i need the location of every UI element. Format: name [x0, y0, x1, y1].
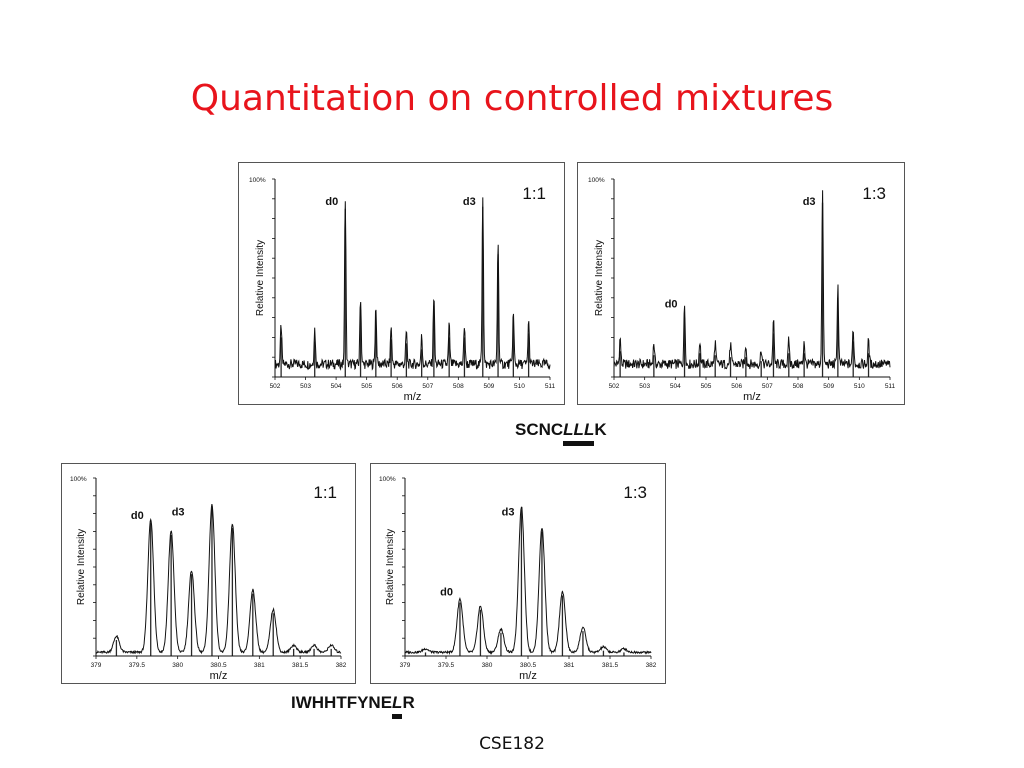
x-tick-label: 381.5	[292, 662, 309, 669]
ratio-label: 1:3	[623, 483, 647, 502]
peak-label: d3	[803, 196, 816, 208]
peptide-segment: K	[594, 420, 607, 439]
x-tick-label: 509	[483, 383, 494, 390]
spectrum-chart-2: 100% Relative Intensity 502 503 504 505 506 507…	[588, 177, 896, 403]
peptide-segment: LLL	[563, 420, 595, 446]
spectrum-chart-3: 100% Relative Intensity 379 379.5 380 380.5 38…	[70, 476, 347, 682]
peak-label: d0	[325, 196, 338, 208]
x-tick-label: 507	[762, 383, 773, 390]
x-tick-label: 379	[400, 662, 411, 669]
x-tick-label: 380.5	[520, 662, 537, 669]
x-tick-label: 511	[545, 383, 556, 390]
spectrum-chart-4: 100% Relative Intensity 379 379.5 380 380.5 38…	[379, 476, 657, 682]
x-tick-label: 510	[854, 383, 865, 390]
x-tick-label: 380	[172, 662, 183, 669]
y-axis-label: Relative Intensity	[385, 529, 396, 605]
peak-label: d3	[502, 507, 515, 519]
x-tick-label: 381	[564, 662, 575, 669]
x-tick-label: 502	[270, 383, 281, 390]
x-tick-label: 382	[336, 662, 347, 669]
peak-label: d0	[665, 299, 678, 311]
y-top-label: 100%	[588, 177, 605, 184]
x-tick-label: 508	[453, 383, 464, 390]
peptide-segment: R	[402, 693, 415, 712]
x-axis-label: m/z	[210, 670, 228, 682]
ratio-label: 1:1	[522, 184, 546, 203]
x-tick-label: 379	[91, 662, 102, 669]
x-tick-label: 380	[482, 662, 493, 669]
x-tick-label: 506	[731, 383, 742, 390]
peak-label: d0	[131, 510, 144, 522]
x-tick-label: 504	[331, 383, 342, 390]
spectrum-panel-1: 100% Relative Intensity 502 503 504 505 506 507…	[238, 162, 565, 405]
spectrum-panel-4: 100% Relative Intensity 379 379.5 380 380.5 38…	[370, 463, 666, 684]
x-tick-label: 381.5	[602, 662, 619, 669]
spectrum-trace	[95, 504, 342, 655]
spectrum-trace	[613, 190, 891, 370]
y-axis-label: Relative Intensity	[594, 240, 605, 316]
x-tick-label: 503	[300, 383, 311, 390]
peak-label: d0	[440, 587, 453, 599]
spectrum-panel-2: 100% Relative Intensity 502 503 504 505 506 507…	[577, 162, 905, 405]
spectrum-trace	[404, 506, 652, 656]
x-tick-label: 379.5	[129, 662, 146, 669]
y-axis-label: Relative Intensity	[76, 529, 87, 605]
x-tick-label: 379.5	[438, 662, 455, 669]
x-tick-label: 507	[422, 383, 433, 390]
slide-footer: CSE182	[479, 734, 545, 754]
x-tick-label: 509	[823, 383, 834, 390]
slide-title: Quantitation on controlled mixtures	[190, 78, 834, 119]
peak-label: d3	[463, 196, 476, 208]
x-tick-label: 502	[609, 383, 620, 390]
peptide-segment: SCNC	[515, 420, 564, 439]
x-tick-label: 506	[392, 383, 403, 390]
x-tick-label: 511	[885, 383, 896, 390]
x-tick-label: 505	[701, 383, 712, 390]
x-axis-label: m/z	[404, 391, 422, 403]
x-axis-label: m/z	[519, 670, 537, 682]
peptide-segment: IWHHTFYNE	[291, 693, 393, 712]
x-tick-label: 382	[646, 662, 657, 669]
peak-label: d3	[172, 507, 185, 519]
y-top-label: 100%	[249, 177, 266, 184]
y-axis-label: Relative Intensity	[255, 240, 266, 316]
x-tick-label: 381	[254, 662, 265, 669]
y-top-label: 100%	[379, 476, 396, 483]
peptide-label-2: IWHHTFYNELR	[291, 693, 415, 719]
peptide-label-1: SCNCLLLK	[515, 420, 607, 446]
ratio-label: 1:3	[862, 184, 886, 203]
spectrum-chart-1: 100% Relative Intensity 502 503 504 505 506 507…	[249, 177, 556, 403]
x-axis-label: m/z	[743, 391, 761, 403]
x-tick-label: 508	[793, 383, 804, 390]
peptide-segment: L	[392, 693, 403, 719]
y-top-label: 100%	[70, 476, 87, 483]
spectrum-trace	[274, 197, 551, 371]
x-tick-label: 503	[639, 383, 650, 390]
x-tick-label: 380.5	[210, 662, 227, 669]
ratio-label: 1:1	[313, 483, 337, 502]
x-tick-label: 505	[361, 383, 372, 390]
x-tick-label: 510	[514, 383, 525, 390]
x-tick-label: 504	[670, 383, 681, 390]
spectrum-panel-3: 100% Relative Intensity 379 379.5 380 380.5 38…	[61, 463, 356, 684]
